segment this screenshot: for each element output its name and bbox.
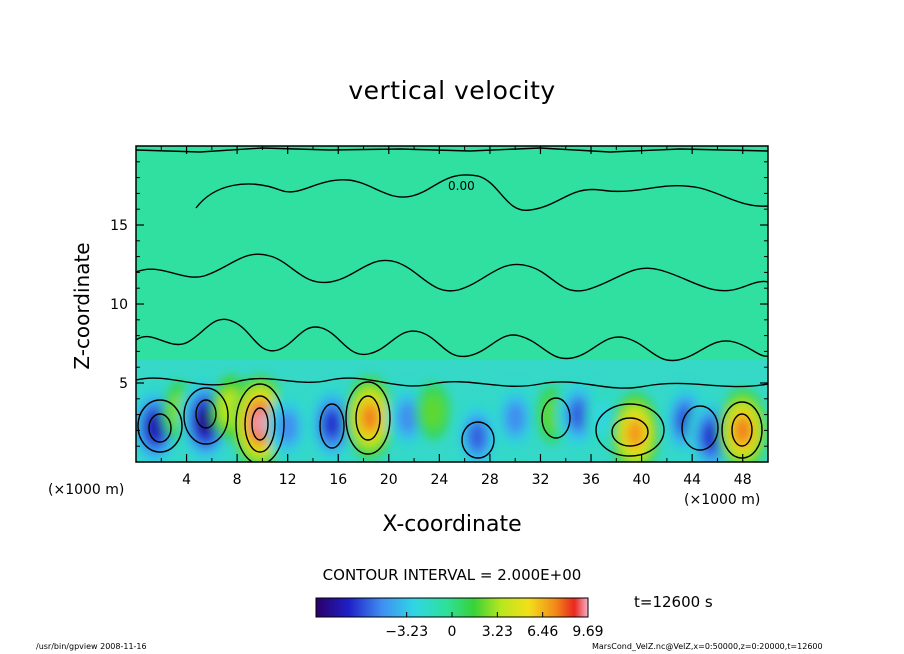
heatmap-cell [468,422,486,451]
x-tick-label: 32 [532,472,550,488]
contour-cell [235,383,285,462]
x-tick-label: 8 [233,472,242,488]
contour-cell [731,413,753,447]
contour-line [136,253,768,292]
x-unit-label-left: (×1000 m) [48,482,125,498]
contour-cell [355,395,381,441]
heatmap-field: 0.00 [136,146,768,462]
colorbar-tick-label: 3.23 [482,624,513,640]
x-axis-label: X-coordinate [382,512,522,537]
x-tick-label: 48 [734,472,752,488]
contour-cell [319,403,345,449]
heatmap-cell [702,422,721,452]
colorbar-tick-label: −3.23 [385,624,428,640]
contour-cell [681,405,719,451]
x-tick-label: 20 [380,472,398,488]
x-tick-label: 24 [430,472,448,488]
heatmap-cell [197,408,214,434]
heatmap-cell [569,400,588,429]
colorbar-tick-label: 0 [448,624,457,640]
heatmap-cell [505,401,525,434]
x-tick-label: 40 [633,472,651,488]
contour-interval-label: CONTOUR INTERVAL = 2.000E+00 [322,566,582,584]
contour-line [195,174,768,211]
heatmap-cell [251,409,268,436]
x-tick-label: 12 [279,472,297,488]
heatmap-cell [422,394,444,429]
contour-value-label: 0.00 [448,179,475,193]
chart-title: vertical velocity [348,76,556,105]
x-tick-label: 16 [329,472,347,488]
heatmap-cell [361,404,379,431]
y-tick-label: 15 [110,218,128,234]
y-tick-label: 5 [119,376,128,392]
contour-cell [595,403,665,457]
heatmap-cell [734,417,751,444]
heatmap-cell [277,411,298,444]
contour-cell [183,387,229,445]
y-axis-label: Z-coordinate [70,242,94,370]
heatmap-cell [398,401,418,434]
contour-line [136,318,768,362]
heatmap-cell [626,418,645,449]
x-axis: 4 8 12 16 20 24 28 32 36 40 44 48 [160,146,769,488]
x-tick-label: 4 [182,472,191,488]
contour-cell [611,417,649,447]
x-unit-label-right: (×1000 m) [684,492,761,508]
y-tick-label: 10 [110,297,128,313]
colorbar-axis: −3.23 0 3.23 6.46 9.69 [385,612,604,640]
x-tick-label: 36 [582,472,600,488]
time-label: t=12600 s [634,593,713,611]
footer-source-file: MarsCond_VelZ.nc@VelZ,x=0:50000,z=0:2000… [592,642,823,651]
contour-cell [148,413,172,443]
x-tick-label: 44 [683,472,701,488]
contour-cell [251,407,269,441]
contour-line [136,377,768,389]
contour-cell [137,399,183,453]
contour-cell [461,421,495,459]
colorbar-tick-label: 9.69 [572,624,603,640]
colorbar-tick-label: 6.46 [527,624,558,640]
contour-cell [721,401,763,459]
x-tick-label: 28 [481,472,499,488]
contour-cell [195,399,217,429]
heatmap-cell [322,409,341,439]
contour-cell [541,397,571,439]
footer-program-date: /usr/bin/gpview 2008-11-16 [36,642,147,651]
contour-cell [345,381,391,455]
contour-line [136,147,768,153]
contour-cell [244,395,276,453]
y-axis: 5 10 15 [110,161,768,447]
